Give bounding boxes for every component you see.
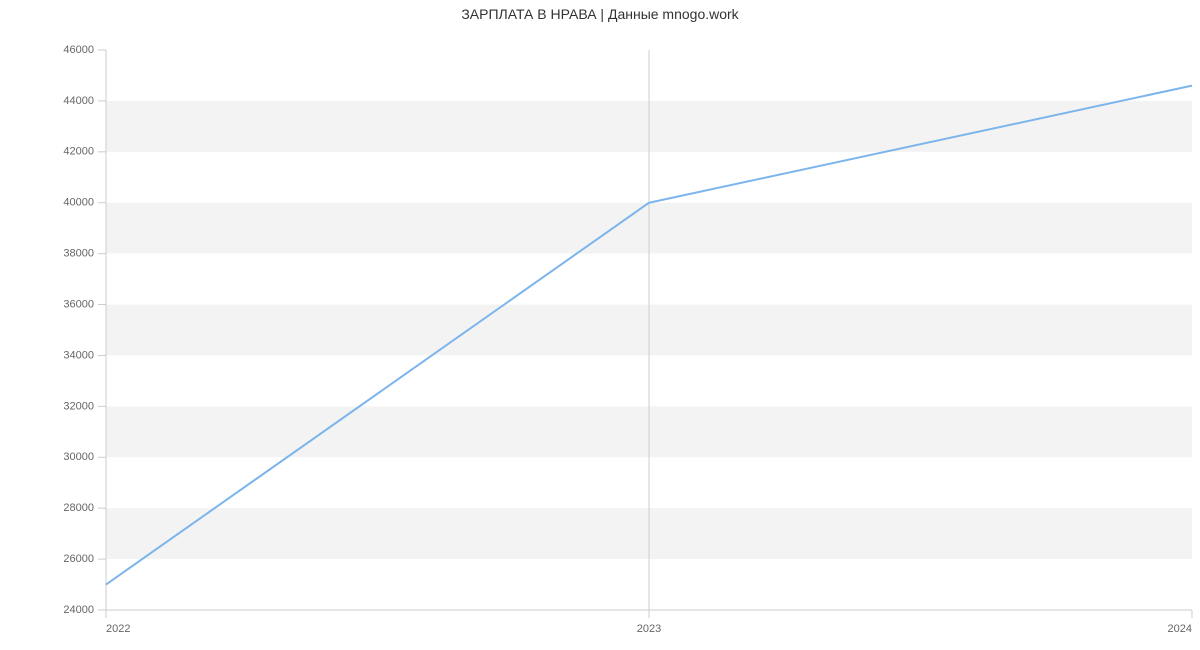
y-tick-label: 24000: [63, 604, 94, 616]
y-tick-label: 40000: [63, 197, 94, 209]
y-tick-label: 34000: [63, 349, 94, 361]
x-tick-label: 2023: [637, 623, 661, 635]
y-tick-label: 28000: [63, 502, 94, 514]
y-tick-label: 26000: [63, 553, 94, 565]
x-tick-label: 2022: [106, 623, 130, 635]
y-tick-label: 30000: [63, 451, 94, 463]
y-tick-label: 46000: [63, 44, 94, 56]
y-tick-label: 36000: [63, 298, 94, 310]
chart-title: ЗАРПЛАТА В НРАВА | Данные mnogo.work: [0, 6, 1200, 22]
y-tick-label: 44000: [63, 95, 94, 107]
y-tick-label: 32000: [63, 400, 94, 412]
x-tick-label: 2024: [1168, 623, 1192, 635]
y-tick-label: 38000: [63, 248, 94, 260]
y-tick-label: 42000: [63, 146, 94, 158]
chart-svg: 24000 26000 28000 30000 32000 34000 36000 38000…: [0, 0, 1200, 650]
salary-line-chart: ЗАРПЛАТА В НРАВА | Данные mnogo.work 240…: [0, 0, 1200, 650]
